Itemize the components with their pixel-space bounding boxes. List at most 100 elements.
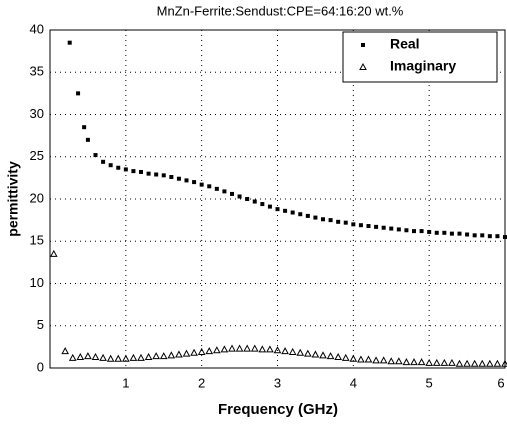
point [427,229,432,234]
x-axis-label: Frequency (GHz) [218,401,338,418]
point [290,210,295,215]
legend-marker [359,62,367,70]
point [159,352,168,360]
point [303,349,312,357]
point [396,227,401,232]
point [182,349,191,357]
y-tick-label: 0 [37,359,44,374]
point [319,351,327,359]
point [341,353,350,361]
point [410,358,418,366]
point [357,355,365,363]
point [176,176,181,181]
point [485,359,494,367]
point [374,224,379,229]
point [267,204,272,209]
point [85,137,90,142]
point [108,163,113,168]
point [205,347,214,355]
point [250,344,259,352]
point [334,352,343,361]
point [470,359,479,367]
point [387,357,396,365]
point [480,233,485,238]
chart-title: MnZn-Ferrite:Sendust:CPE=64:16:20 wt.% [157,3,404,18]
point [243,344,252,352]
point [106,354,115,362]
x-tick-label: 4 [350,375,357,390]
point [472,233,477,238]
x-tick-label: 1 [122,375,129,390]
point [167,351,176,359]
y-axis-label: permittivity [5,161,21,237]
point [207,184,212,189]
point [101,159,106,164]
point [372,356,380,364]
point [495,234,500,239]
point [425,358,434,366]
point [68,353,77,361]
y-tick-label: 40 [30,21,44,36]
point [366,224,371,229]
point [478,359,487,367]
point [298,212,303,217]
point [457,231,462,236]
x-tick-label: 6 [497,375,504,390]
point [412,229,416,234]
point [114,354,123,362]
point [169,175,174,180]
point [121,354,130,362]
point [288,347,297,355]
point [123,167,128,172]
y-tick-label: 10 [30,275,44,290]
point [503,235,507,240]
point [402,358,411,366]
point [237,194,242,199]
point [91,352,100,361]
point [199,182,204,187]
legend-box [342,31,498,83]
legend-label: Real [390,36,420,52]
point [76,352,85,361]
x-tick-label: 3 [274,375,281,390]
y-tick-label: 30 [30,106,44,121]
point [417,358,426,366]
point [235,344,244,352]
point [273,346,282,354]
point [326,352,335,360]
point [161,173,166,178]
point [283,208,288,213]
point [184,178,189,183]
y-tick-label: 15 [30,233,44,248]
point [144,352,153,361]
point [465,232,470,237]
point [230,191,234,196]
point [449,231,454,236]
point [245,197,250,201]
point [212,346,221,354]
x-tick-label: 2 [198,375,205,390]
point [455,359,464,367]
point [139,169,143,174]
point [67,40,72,45]
point [432,358,441,366]
point [343,220,348,225]
point [404,228,409,233]
point [131,169,136,174]
point [192,180,197,185]
point [463,359,471,367]
y-tick-label: 5 [37,317,44,332]
point [275,207,280,212]
point [394,357,403,365]
point [351,222,356,227]
point [381,225,386,230]
point [328,218,333,223]
point [305,213,310,218]
point [311,350,320,358]
point [190,348,198,356]
point [76,91,81,96]
point [99,353,107,361]
point [258,345,267,353]
x-tick-label: 5 [426,375,433,390]
